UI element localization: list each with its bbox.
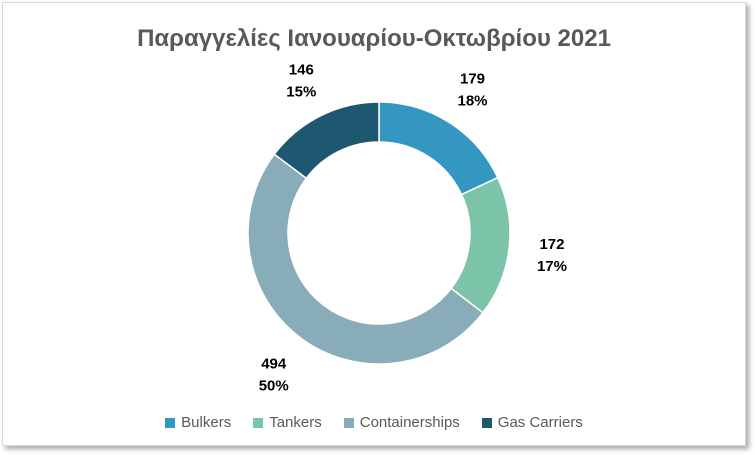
data-label-percent-gas-carriers: 15% bbox=[286, 83, 316, 100]
donut-slice-bulkers bbox=[378, 101, 499, 196]
legend-item-containerships: Containerships bbox=[343, 414, 460, 431]
legend-item-bulkers: Bulkers bbox=[165, 414, 231, 431]
legend-swatch-tankers bbox=[253, 417, 264, 428]
donut-slice-containerships bbox=[247, 153, 484, 365]
data-label-value-containerships: 494 bbox=[261, 356, 287, 373]
legend-label-containerships: Containerships bbox=[359, 414, 460, 431]
legend-swatch-gas-carriers bbox=[481, 417, 492, 428]
data-label-percent-tankers: 17% bbox=[537, 258, 567, 275]
donut-slice-gas-carriers bbox=[273, 101, 380, 180]
chart-title: Παραγγελίες Ιανουαρίου-Οκτωβρίου 2021 bbox=[137, 25, 611, 52]
data-label-percent-bulkers: 18% bbox=[458, 92, 488, 109]
chart-legend: Bulkers Tankers Containerships Gas Carri… bbox=[3, 414, 745, 431]
legend-item-gas-carriers: Gas Carriers bbox=[481, 414, 583, 431]
data-label-percent-containerships: 50% bbox=[259, 378, 289, 395]
legend-swatch-bulkers bbox=[165, 417, 176, 428]
chart-frame: Παραγγελίες Ιανουαρίου-Οκτωβρίου 2021 17… bbox=[2, 2, 746, 446]
legend-label-bulkers: Bulkers bbox=[181, 414, 232, 431]
donut-slice-tankers bbox=[450, 176, 511, 314]
donut-slices bbox=[247, 101, 511, 365]
legend-item-tankers: Tankers bbox=[253, 414, 322, 431]
data-label-value-gas-carriers: 146 bbox=[289, 61, 314, 78]
data-label-value-bulkers: 179 bbox=[460, 70, 485, 87]
legend-label-tankers: Tankers bbox=[269, 414, 322, 431]
legend-label-gas-carriers: Gas Carriers bbox=[497, 414, 583, 431]
legend-swatch-containerships bbox=[343, 417, 354, 428]
data-label-value-tankers: 172 bbox=[539, 236, 564, 253]
